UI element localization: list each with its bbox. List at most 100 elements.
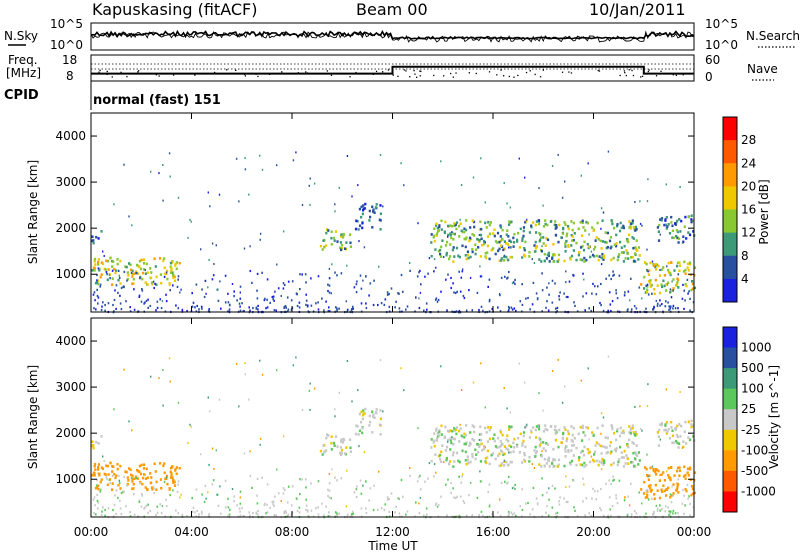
power-echo-cell [483, 239, 486, 243]
power-echo-cell [503, 240, 506, 243]
power-echo-cell [521, 283, 523, 286]
velocity-echo-cell [330, 435, 333, 438]
velocity-echo-cell [257, 509, 259, 512]
power-echo-cell [571, 235, 574, 238]
velocity-echo-cell [565, 486, 567, 489]
power-echo-cell [244, 157, 246, 160]
power-echo-cell [102, 250, 104, 253]
velocity-echo-cell [538, 436, 541, 440]
velocity-echo-cell [545, 442, 548, 445]
power-echo-cell [591, 253, 595, 257]
power-echo-cell [499, 239, 502, 243]
power-echo-cell [618, 274, 621, 277]
power-echo-cell [518, 157, 520, 160]
power-echo-cell [665, 289, 668, 292]
velocity-echo-cell [637, 451, 640, 454]
velocity-echo-cell [615, 494, 617, 497]
power-echo-cell [682, 270, 686, 273]
power-echo-cell [451, 248, 454, 252]
power-echo-cell [435, 224, 438, 227]
velocity-echo-cell [149, 509, 152, 513]
power-echo-cell [573, 301, 575, 304]
velocity-echo-cell [97, 501, 100, 504]
power-echo-cell [452, 282, 454, 285]
velocity-echo-cell [244, 373, 247, 376]
velocity-echo-cell [638, 491, 641, 494]
power-echo-cell [488, 223, 491, 227]
power-echo-cell [526, 218, 528, 221]
velocity-echo-cell [368, 499, 370, 502]
velocity-echo-cell [280, 500, 282, 502]
power-echo-cell [554, 227, 557, 230]
velocity-echo-cell [462, 473, 464, 476]
power-echo-cell [600, 207, 603, 210]
nave-dropout-mark [419, 75, 421, 77]
velocity-echo-cell [100, 478, 103, 481]
power-echo-cell [458, 235, 461, 238]
power-echo-cell [504, 275, 506, 278]
velocity-echo-cell [512, 486, 515, 489]
velocity-echo-cell [155, 488, 158, 491]
velocity-echo-cell [480, 442, 483, 446]
power-echo-cell [371, 226, 374, 229]
velocity-echo-cell [144, 477, 147, 480]
power-echo-cell [475, 248, 478, 251]
power-echo-cell [499, 310, 502, 313]
power-echo-cell [508, 307, 511, 310]
velocity-echo-cell [469, 460, 472, 464]
velocity-echo-cell [490, 453, 493, 457]
power-echo-cell [333, 239, 336, 242]
power-echo-cell [663, 223, 666, 227]
velocity-echo-cell [242, 515, 245, 518]
velocity-echo-cell [305, 486, 307, 489]
velocity-echo-cell [466, 455, 469, 459]
power-echo-cell [435, 222, 438, 226]
velocity-echo-cell [330, 497, 332, 500]
velocity-echo-cell [105, 464, 108, 468]
power-echo-cell [534, 240, 537, 244]
power-echo-cell [465, 257, 468, 261]
power-echo-cell [169, 265, 172, 269]
velocity-echo-cell [439, 453, 442, 457]
power-echo-cell [538, 220, 540, 223]
power-echo-cell [569, 258, 572, 261]
velocity-echo-cell [594, 450, 597, 454]
power-echo-cell [624, 291, 626, 294]
power-echo-cell [613, 226, 616, 230]
power-echo-cell [231, 283, 234, 285]
power-echo-cell [461, 270, 464, 273]
power-echo-cell [162, 199, 164, 202]
nave-dropout-mark [297, 72, 299, 74]
power-echo-cell [487, 220, 490, 224]
power-echo-cell [667, 261, 670, 265]
power-echo-cell [327, 310, 330, 313]
power-echo-cell [117, 278, 120, 282]
power-echo-cell [615, 244, 618, 248]
colorbar-segment [723, 450, 737, 472]
power-echo-cell [522, 229, 525, 233]
power-echo-cell [693, 266, 697, 269]
power-echo-cell [485, 226, 488, 229]
velocity-echo-cell [503, 464, 506, 467]
velocity-echo-cell [597, 443, 600, 446]
power-echo-cell [235, 157, 238, 160]
velocity-echo-cell [647, 484, 651, 488]
power-echo-cell [440, 290, 442, 293]
velocity-echo-cell [683, 465, 686, 469]
power-echo-cell [659, 218, 662, 221]
power-echo-cell [120, 286, 123, 290]
power-echo-cell [548, 293, 550, 296]
power-echo-cell [488, 257, 491, 261]
velocity-echo-cell [117, 496, 119, 499]
power-echo-cell [177, 278, 179, 281]
nave-dropout-mark [92, 72, 94, 75]
power-echo-cell [459, 222, 462, 225]
power-echo-cell [579, 258, 582, 261]
power-echo-cell [305, 303, 307, 306]
velocity-echo-cell [287, 513, 290, 516]
power-echo-cell [689, 273, 692, 277]
velocity-echo-cell [448, 462, 451, 466]
power-echo-cell [449, 233, 452, 237]
power-echo-cell [507, 276, 509, 279]
nave-dropout-mark [392, 74, 394, 76]
